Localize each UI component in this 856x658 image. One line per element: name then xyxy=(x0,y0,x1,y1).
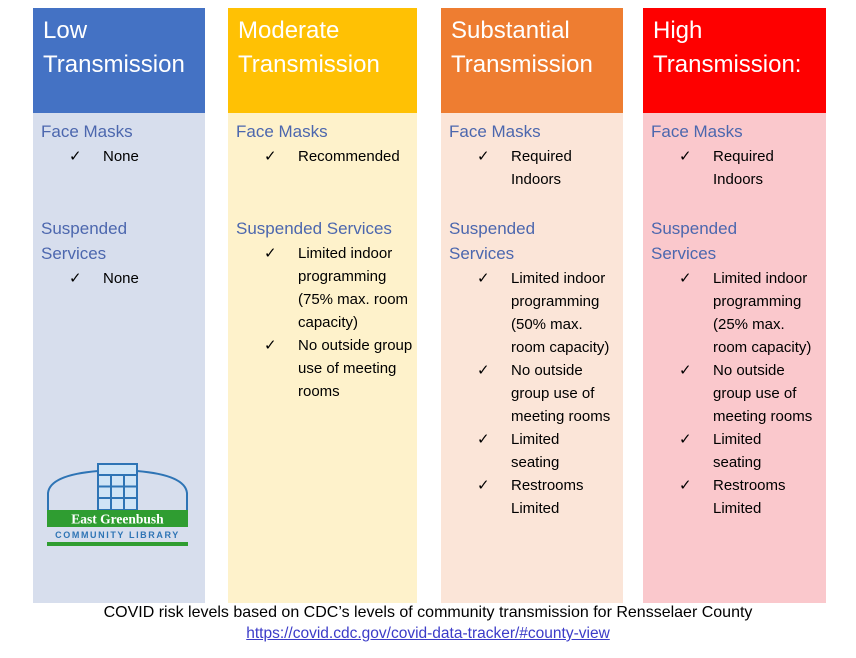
suspended-services-section: Suspended Services ✓ Limited indoor progr… xyxy=(449,216,619,520)
checklist-item: ✓ Limited seating xyxy=(679,428,822,474)
checklist-item: ✓ No outside group use of meeting rooms xyxy=(264,334,413,403)
footer: COVID risk levels based on CDC’s levels … xyxy=(0,602,856,643)
checklist-item: ✓ Restrooms Limited xyxy=(477,474,619,520)
logo-banner-text: East Greenbush xyxy=(71,512,164,527)
checklist-item: ✓ Restrooms Limited xyxy=(679,474,822,520)
checklist-item-text: Limited indoor programming (50% max. roo… xyxy=(511,270,610,356)
building-left-wing xyxy=(47,469,99,510)
library-logo: East Greenbush COMMUNITY LIBRARY xyxy=(45,462,190,550)
logo-underline xyxy=(47,542,188,546)
suspended-services-section: Suspended Services ✓ Limited indoor progr… xyxy=(236,216,413,403)
check-icon: ✓ xyxy=(477,362,490,379)
checklist-item-text: Limited indoor programming (75% max. roo… xyxy=(298,245,409,331)
suspended-services-checklist: ✓ None xyxy=(41,267,201,290)
check-icon: ✓ xyxy=(477,477,490,494)
column-header-title: High Transmission: xyxy=(653,17,802,78)
face-masks-heading: Face Masks xyxy=(651,122,743,141)
checklist-item-text: None xyxy=(103,270,139,287)
suspended-services-section: Suspended Services ✓ None xyxy=(41,216,201,290)
suspended-services-checklist: ✓ Limited indoor programming (50% max. ro… xyxy=(449,267,619,520)
suspended-services-checklist: ✓ Limited indoor programming (25% max. ro… xyxy=(651,267,822,520)
checklist-item: ✓ Limited seating xyxy=(477,428,619,474)
column-header: Low Transmission xyxy=(33,8,205,113)
building-window-grid xyxy=(98,474,137,510)
check-icon: ✓ xyxy=(264,148,277,165)
checklist-item-text: No outside group use of meeting rooms xyxy=(298,337,413,400)
library-building-outline xyxy=(47,463,188,511)
suspended-services-checklist: ✓ Limited indoor programming (75% max. ro… xyxy=(236,242,413,403)
footer-caption: COVID risk levels based on CDC’s levels … xyxy=(103,604,753,621)
face-masks-section: Face Masks ✓ Recommended xyxy=(236,119,413,168)
checklist-item-text: Limited seating xyxy=(713,431,762,471)
check-icon: ✓ xyxy=(69,270,82,287)
checklist-item-text: No outside group use of meeting rooms xyxy=(713,362,813,425)
check-icon: ✓ xyxy=(477,431,490,448)
check-icon: ✓ xyxy=(69,148,82,165)
check-icon: ✓ xyxy=(679,270,692,287)
footer-link[interactable]: https://covid.cdc.gov/covid-data-tracker… xyxy=(246,625,610,642)
checklist-item: ✓ Limited indoor programming (25% max. ro… xyxy=(679,267,822,359)
column-moderate: Moderate Transmission Face Masks ✓ Recomm… xyxy=(228,8,417,603)
column-header-title: Low Transmission xyxy=(43,17,185,78)
face-masks-checklist: ✓ Required Indoors xyxy=(449,145,619,191)
face-masks-heading: Face Masks xyxy=(449,122,541,141)
checklist-item-text: Limited seating xyxy=(511,431,560,471)
checklist-item: ✓ No outside group use of meeting rooms xyxy=(477,359,619,428)
suspended-services-heading: Suspended Services xyxy=(41,219,128,263)
checklist-item: ✓ None xyxy=(69,145,201,168)
checklist-item-text: Required Indoors xyxy=(511,148,572,188)
face-masks-checklist: ✓ Required Indoors xyxy=(651,145,822,191)
checklist-item: ✓ Recommended xyxy=(264,145,413,168)
column-body: Face Masks ✓ Recommended Suspended Servic… xyxy=(228,113,417,603)
column-substantial: Substantial Transmission Face Masks ✓ Req… xyxy=(441,8,623,603)
checklist-item-text: No outside group use of meeting rooms xyxy=(511,362,611,425)
check-icon: ✓ xyxy=(264,245,277,262)
column-body: Face Masks ✓ Required Indoors Suspended S… xyxy=(643,113,826,603)
check-icon: ✓ xyxy=(477,270,490,287)
column-header: Moderate Transmission xyxy=(228,8,417,113)
checklist-item-text: Restrooms Limited xyxy=(511,477,584,517)
face-masks-heading: Face Masks xyxy=(236,122,328,141)
suspended-services-heading: Suspended Services xyxy=(651,219,738,263)
column-header-title: Substantial Transmission xyxy=(451,17,593,78)
column-body: Face Masks ✓ None Suspended Services ✓ Non… xyxy=(33,113,205,603)
face-masks-checklist: ✓ Recommended xyxy=(236,145,413,168)
face-masks-checklist: ✓ None xyxy=(41,145,201,168)
checklist-item-text: Recommended xyxy=(298,148,400,165)
checklist-item-text: Limited indoor programming (25% max. roo… xyxy=(713,270,812,356)
checklist-item-text: Required Indoors xyxy=(713,148,774,188)
face-masks-section: Face Masks ✓ Required Indoors xyxy=(651,119,822,191)
check-icon: ✓ xyxy=(679,148,692,165)
suspended-services-heading: Suspended Services xyxy=(449,219,536,263)
checklist-item: ✓ Required Indoors xyxy=(679,145,822,191)
check-icon: ✓ xyxy=(264,337,277,354)
suspended-services-section: Suspended Services ✓ Limited indoor progr… xyxy=(651,216,822,520)
building-right-wing xyxy=(136,469,188,510)
logo-banner xyxy=(47,510,188,527)
face-masks-section: Face Masks ✓ Required Indoors xyxy=(449,119,619,191)
check-icon: ✓ xyxy=(679,431,692,448)
logo-subtitle-text: COMMUNITY LIBRARY xyxy=(55,530,180,540)
checklist-item: ✓ Required Indoors xyxy=(477,145,619,191)
checklist-item: ✓ None xyxy=(69,267,201,290)
checklist-item-text: Restrooms Limited xyxy=(713,477,786,517)
checklist-item: ✓ No outside group use of meeting rooms xyxy=(679,359,822,428)
check-icon: ✓ xyxy=(679,477,692,494)
column-header-title: Moderate Transmission xyxy=(238,17,380,78)
checklist-item-text: None xyxy=(103,148,139,165)
checklist-item: ✓ Limited indoor programming (50% max. ro… xyxy=(477,267,619,359)
check-icon: ✓ xyxy=(477,148,490,165)
suspended-services-heading: Suspended Services xyxy=(236,219,392,238)
checklist-item: ✓ Limited indoor programming (75% max. ro… xyxy=(264,242,413,334)
columns-row: Low Transmission Face Masks ✓ None Suspen… xyxy=(33,8,826,603)
column-header: High Transmission: xyxy=(643,8,826,113)
column-header: Substantial Transmission xyxy=(441,8,623,113)
face-masks-section: Face Masks ✓ None xyxy=(41,119,201,168)
check-icon: ✓ xyxy=(679,362,692,379)
column-high: High Transmission: Face Masks ✓ Required … xyxy=(643,8,826,603)
column-body: Face Masks ✓ Required Indoors Suspended S… xyxy=(441,113,623,603)
column-low: Low Transmission Face Masks ✓ None Suspen… xyxy=(33,8,205,603)
face-masks-heading: Face Masks xyxy=(41,122,133,141)
